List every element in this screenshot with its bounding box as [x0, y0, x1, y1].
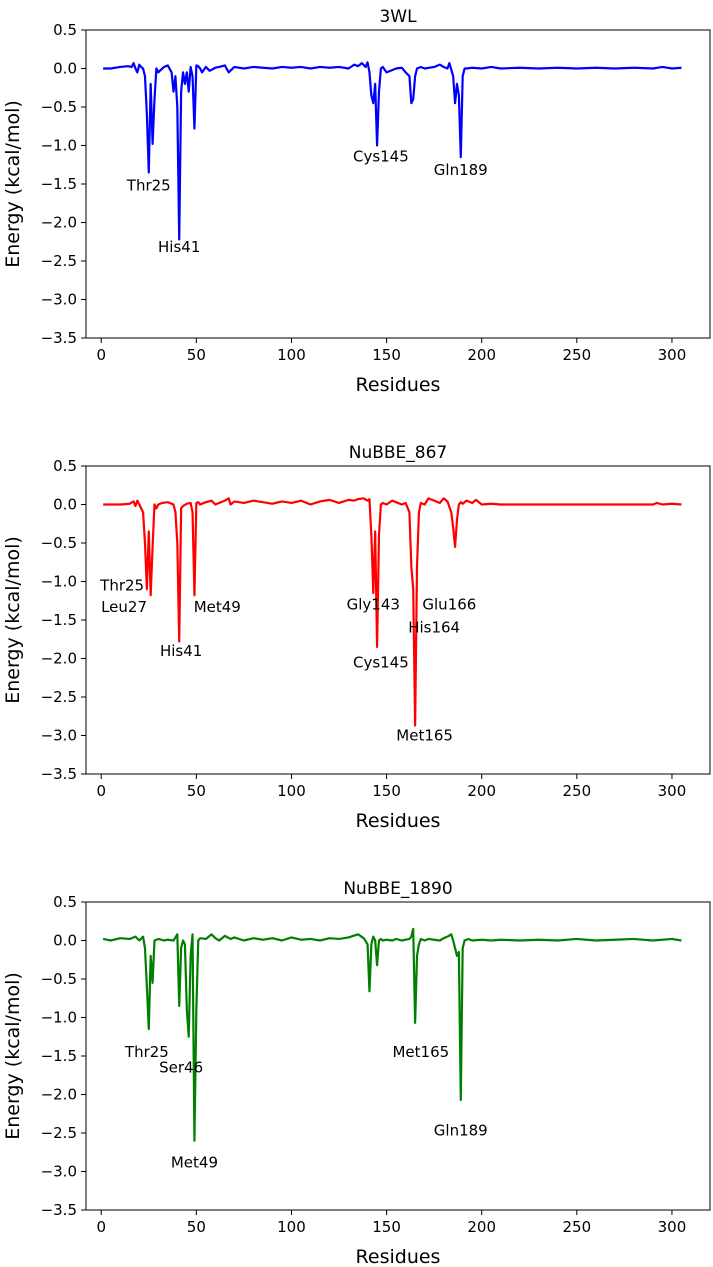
y-tick-label: −3.5: [41, 765, 77, 783]
x-tick-label: 0: [96, 782, 106, 800]
y-tick-label: −2.5: [41, 688, 77, 706]
residue-annotation: His41: [158, 238, 200, 256]
y-tick-label: −3.0: [41, 727, 77, 745]
y-tick-label: −3.5: [41, 329, 77, 347]
y-tick-label: 0.0: [53, 932, 77, 950]
y-tick-label: −3.0: [41, 1163, 77, 1181]
x-tick-label: 50: [187, 1218, 206, 1236]
x-tick-label: 150: [372, 346, 401, 364]
x-tick-label: 0: [96, 346, 106, 364]
y-tick-label: −2.5: [41, 252, 77, 270]
x-tick-label: 300: [658, 782, 687, 800]
x-tick-label: 100: [277, 782, 306, 800]
x-axis-label: Residues: [356, 1246, 441, 1267]
chart-title: 3WL: [379, 7, 417, 27]
y-tick-label: −1.5: [41, 175, 77, 193]
y-tick-label: −1.5: [41, 1047, 77, 1065]
residue-annotation: Thr25: [99, 576, 144, 594]
y-tick-label: 0.5: [53, 893, 77, 911]
x-tick-label: 50: [187, 346, 206, 364]
y-tick-label: 0.5: [53, 457, 77, 475]
x-tick-label: 150: [372, 1218, 401, 1236]
residue-annotation: His41: [160, 642, 202, 660]
residue-annotation: Met49: [194, 598, 241, 616]
y-tick-label: 0.0: [53, 60, 77, 78]
x-tick-label: 50: [187, 782, 206, 800]
residue-annotation: Cys145: [353, 653, 409, 671]
y-tick-label: −3.0: [41, 291, 77, 309]
residue-annotation: Cys145: [353, 147, 409, 165]
x-tick-label: 150: [372, 782, 401, 800]
y-tick-label: −3.5: [41, 1201, 77, 1219]
y-tick-label: −1.0: [41, 573, 77, 591]
y-tick-label: 0.0: [53, 496, 77, 514]
y-axis-label: Energy (kcal/mol): [2, 100, 24, 268]
x-tick-label: 0: [96, 1218, 106, 1236]
x-tick-label: 250: [563, 782, 592, 800]
residue-annotation: Met49: [171, 1153, 218, 1171]
x-tick-label: 250: [563, 346, 592, 364]
residue-annotation: Ser46: [159, 1059, 203, 1077]
residue-annotation: Glu166: [422, 596, 476, 614]
x-tick-label: 100: [277, 1218, 306, 1236]
y-axis-label: Energy (kcal/mol): [2, 536, 24, 704]
chart-panel-1: 0 50 100 150 200 250 300 0.5 0.0 −0.5 −1.0 −1.5 −2.0…: [2, 7, 711, 396]
chart-title: NuBBE_867: [349, 443, 448, 463]
residue-annotation: Met165: [396, 727, 453, 745]
residue-annotation: Gln189: [434, 1122, 488, 1140]
y-tick-label: −1.0: [41, 1009, 77, 1027]
x-tick-label: 100: [277, 346, 306, 364]
y-tick-label: −1.0: [41, 137, 77, 155]
x-axis-label: Residues: [356, 374, 441, 396]
residue-annotation: Thr25: [126, 177, 171, 195]
series-line: [103, 61, 682, 241]
residue-annotation: His164: [408, 619, 460, 637]
chart-panel-3: 0 50 100 150 200 250 300 0.5 0.0 −0.5 −1.0 −1.5 −2.0…: [2, 879, 711, 1267]
y-tick-label: −2.5: [41, 1124, 77, 1142]
x-tick-label: 200: [467, 1218, 496, 1236]
y-tick-label: 0.5: [53, 21, 77, 39]
x-tick-label: 200: [467, 782, 496, 800]
x-tick-label: 300: [658, 1218, 687, 1236]
chart-panel-2: 0 50 100 150 200 250 300 0.5 0.0 −0.5 −1.0 −1.5 −2.0…: [2, 443, 711, 832]
residue-annotation: Gln189: [434, 161, 488, 179]
x-tick-label: 250: [563, 1218, 592, 1236]
residue-annotation: Met165: [392, 1043, 449, 1061]
chart-title: NuBBE_1890: [343, 879, 452, 899]
x-tick-label: 300: [658, 346, 687, 364]
y-tick-label: −2.0: [41, 1086, 77, 1104]
series-line: [102, 927, 682, 1142]
residue-annotation: Gly143: [347, 596, 400, 614]
x-tick-label: 200: [467, 346, 496, 364]
series-line: [103, 497, 682, 727]
y-tick-label: −0.5: [41, 970, 77, 988]
y-tick-label: −2.0: [41, 214, 77, 232]
y-tick-label: −1.5: [41, 611, 77, 629]
residue-annotation: Leu27: [101, 598, 147, 616]
y-axis-label: Energy (kcal/mol): [2, 972, 24, 1140]
y-tick-label: −0.5: [41, 98, 77, 116]
x-axis-label: Residues: [356, 810, 441, 832]
y-tick-label: −2.0: [41, 650, 77, 668]
y-tick-label: −0.5: [41, 534, 77, 552]
residue-annotation: Thr25: [124, 1043, 169, 1061]
